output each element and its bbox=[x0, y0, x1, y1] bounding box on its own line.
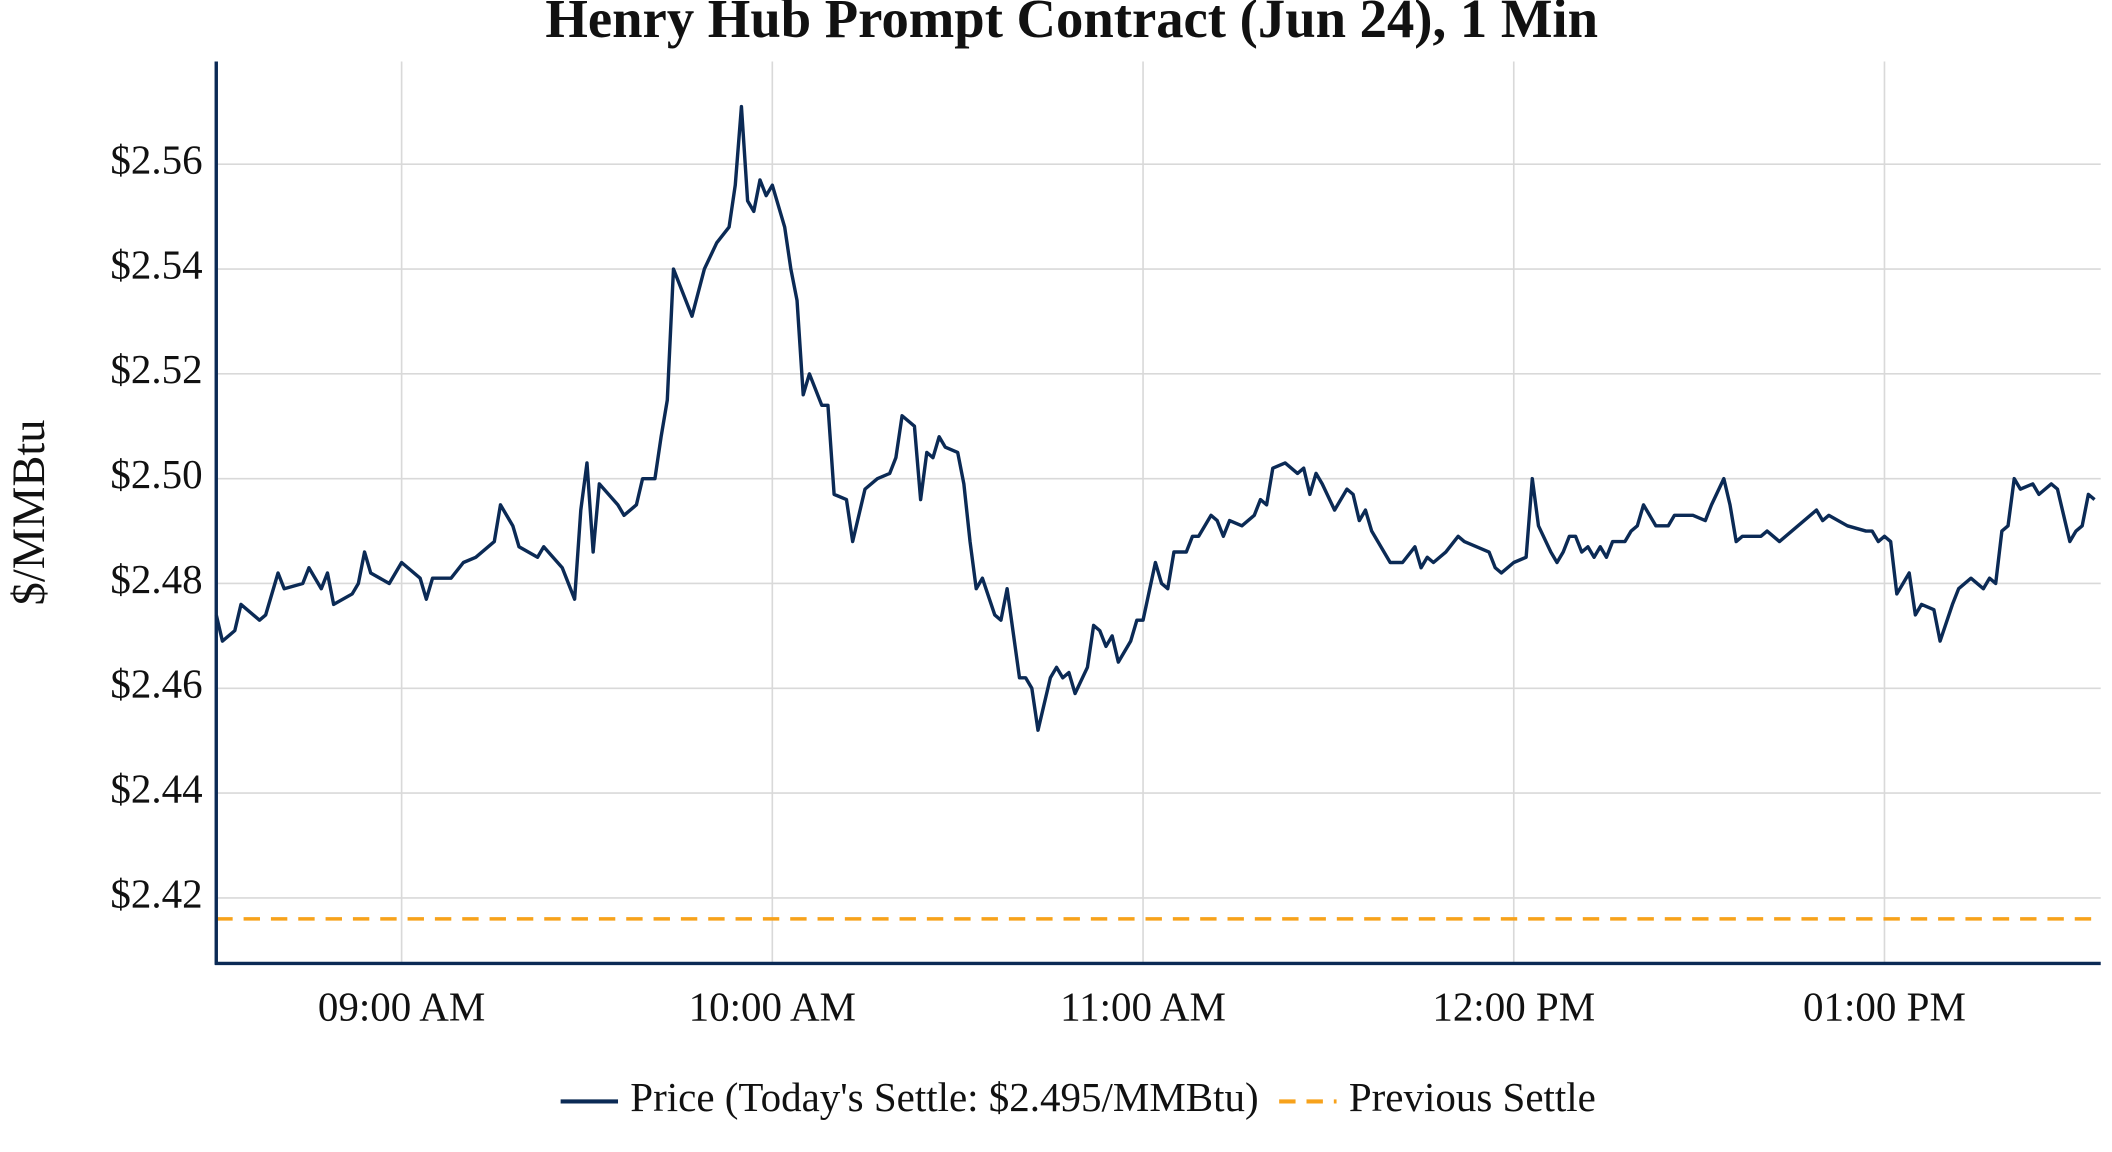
legend-label: Price (Today's Settle: $2.495/MMBtu) bbox=[630, 1074, 1258, 1120]
y-axis-label: $/MMBtu bbox=[4, 420, 55, 606]
y-tick-label: $2.54 bbox=[110, 241, 202, 287]
x-tick-label: 11:00 AM bbox=[1060, 984, 1226, 1030]
y-tick-label: $2.48 bbox=[110, 556, 202, 602]
y-tick-label: $2.42 bbox=[110, 870, 202, 916]
y-tick-label: $2.56 bbox=[110, 137, 202, 183]
y-tick-label: $2.50 bbox=[110, 451, 202, 497]
x-tick-label: 09:00 AM bbox=[318, 984, 485, 1030]
x-tick-label: 10:00 AM bbox=[689, 984, 856, 1030]
price-line bbox=[214, 104, 2096, 732]
x-tick-label: 01:00 PM bbox=[1803, 984, 1966, 1030]
y-tick-label: $2.46 bbox=[110, 661, 202, 707]
legend-label: Previous Settle bbox=[1349, 1074, 1596, 1120]
x-tick-label: 12:00 PM bbox=[1432, 984, 1595, 1030]
y-tick-label: $2.44 bbox=[110, 766, 202, 812]
chart-title: Henry Hub Prompt Contract (Jun 24), 1 Mi… bbox=[545, 0, 1598, 49]
y-tick-label: $2.52 bbox=[110, 346, 202, 392]
